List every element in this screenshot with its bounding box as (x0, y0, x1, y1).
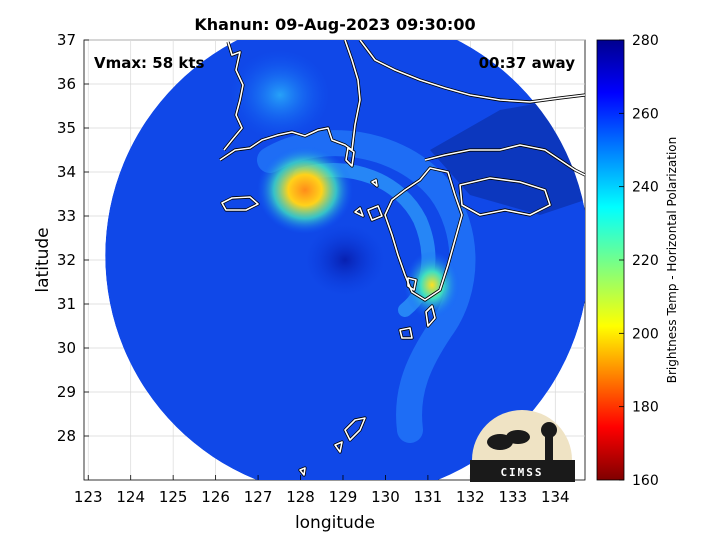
coastline (371, 179, 378, 187)
coastline (367, 205, 383, 221)
colorbar-label: Brightness Temp - Horizontal Polarizatio… (665, 137, 679, 384)
coastline (334, 441, 343, 453)
coastline (424, 144, 585, 176)
x-tick-label: 129 (329, 488, 358, 506)
time-away-annotation: 00:37 away (479, 54, 576, 72)
y-tick-label: 29 (57, 383, 76, 401)
x-tick-label: 126 (201, 488, 230, 506)
x-tick-label: 127 (244, 488, 273, 506)
swath-features (230, 50, 585, 443)
x-tick-label: 131 (414, 488, 443, 506)
cold-land-northeast (430, 95, 585, 215)
coastline (299, 467, 306, 476)
coastline (223, 41, 244, 151)
logo-bar (470, 460, 575, 482)
coastline (384, 167, 463, 301)
coastline (407, 277, 417, 291)
y-tick-label: 28 (57, 427, 76, 445)
y-tick-label: 31 (57, 295, 76, 313)
coastline (344, 40, 361, 151)
y-tick-label: 37 (57, 31, 76, 49)
cold-feature-northwest (257, 146, 353, 234)
cimss-logo: CIMSS (470, 410, 575, 482)
satellite-swath (105, 40, 585, 480)
x-tick-label: 130 (371, 488, 400, 506)
coastline (221, 196, 259, 211)
y-tick-label: 35 (57, 119, 76, 137)
coastline (345, 147, 355, 167)
coastline (459, 177, 551, 216)
coastlines (219, 40, 585, 477)
coastline (219, 127, 353, 161)
coastline (344, 417, 366, 441)
coastline (399, 327, 413, 339)
logo-text: CIMSS (500, 466, 543, 479)
colorbar-tick-label: 160 (632, 473, 659, 489)
y-axis-label: latitude (33, 227, 53, 292)
colorbar-tick-label: 200 (632, 326, 659, 342)
colorbar-ticks: 160 180 200 220 240 260 280 (619, 33, 659, 489)
x-tick-label: 132 (456, 488, 485, 506)
y-tick-label: 33 (57, 207, 76, 225)
vmax-annotation: Vmax: 58 kts (94, 54, 204, 72)
y-axis-ticks: 28 29 30 31 32 33 34 35 36 37 (57, 31, 89, 445)
x-tick-label: 124 (116, 488, 145, 506)
y-tick-label: 36 (57, 75, 76, 93)
y-tick-label: 30 (57, 339, 76, 357)
eye-region (305, 224, 385, 296)
x-axis-ticks: 123 124 125 126 127 128 129 130 131 132 133 134 (74, 475, 570, 506)
coastline (354, 207, 364, 217)
chart-title: Khanun: 09-Aug-2023 09:30:00 (194, 15, 475, 34)
x-tick-label: 134 (541, 488, 570, 506)
coastline (359, 40, 585, 103)
coastline (425, 305, 436, 327)
colorbar-tick-label: 220 (632, 253, 659, 269)
y-tick-label: 34 (57, 163, 76, 181)
x-tick-label: 128 (286, 488, 315, 506)
x-tick-label: 125 (159, 488, 188, 506)
colorbar-tick-label: 260 (632, 106, 659, 122)
band-north (230, 50, 330, 140)
x-axis-label: longitude (295, 513, 375, 533)
colorbar-tick-label: 240 (632, 180, 659, 196)
y-tick-label: 32 (57, 251, 76, 269)
colorbar-tick-label: 180 (632, 400, 659, 416)
x-tick-label: 133 (499, 488, 528, 506)
logo-dish-right (506, 430, 530, 444)
rain-band-outer (257, 130, 476, 443)
x-tick-label: 123 (74, 488, 103, 506)
logo-tower (545, 432, 553, 462)
colorbar-tick-label: 280 (632, 33, 659, 49)
logo-tower-top (541, 422, 557, 438)
